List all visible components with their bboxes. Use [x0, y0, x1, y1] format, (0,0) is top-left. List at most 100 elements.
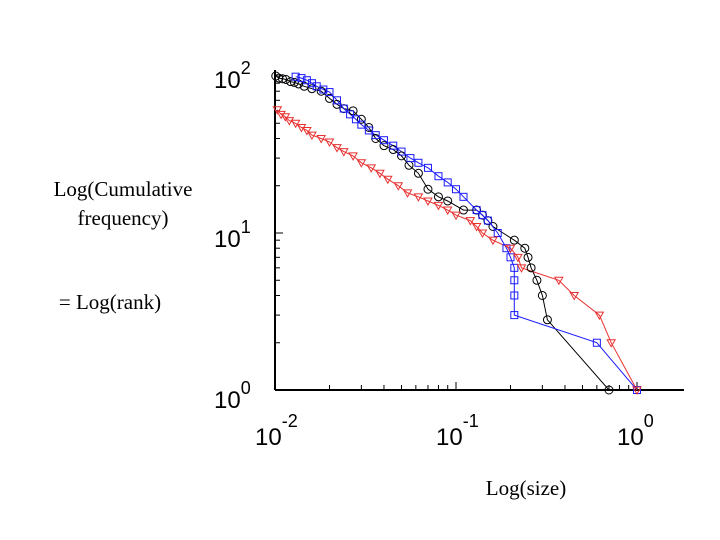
- triangle-marker: [433, 201, 444, 211]
- triangle-marker: [553, 276, 564, 286]
- square-marker: [302, 76, 311, 85]
- y-tick-label: 102: [214, 58, 251, 94]
- square-marker: [389, 141, 398, 150]
- square-marker: [397, 147, 406, 156]
- square-marker: [443, 178, 452, 187]
- square-marker: [346, 110, 355, 119]
- circle-marker: [542, 315, 552, 325]
- triangle-marker: [393, 182, 404, 191]
- triangles-line: [276, 109, 638, 391]
- y-axis-label-note: = Log(rank): [59, 290, 161, 314]
- triangle-marker: [316, 134, 327, 144]
- triangle-marker: [402, 189, 413, 198]
- y-tick-label: 101: [214, 217, 251, 253]
- y-axis-label-line-1: Log(Cumulative: [54, 177, 193, 201]
- triangle-marker: [276, 110, 286, 120]
- triangle-marker: [516, 264, 527, 273]
- square-marker: [452, 185, 460, 194]
- triangle-marker: [442, 206, 453, 216]
- triangle-marker: [606, 339, 617, 348]
- square-marker: [592, 338, 601, 347]
- circle-marker: [332, 99, 342, 109]
- circle-marker: [520, 243, 530, 253]
- square-marker: [510, 263, 519, 272]
- x-tick-label: 10-2: [255, 411, 298, 451]
- x-tick-label: 100: [617, 411, 654, 451]
- square-marker: [379, 136, 388, 145]
- triangle-marker: [465, 217, 476, 226]
- square-marker: [493, 229, 502, 237]
- square-marker: [510, 291, 519, 300]
- square-marker: [291, 72, 300, 81]
- triangle-marker: [324, 138, 335, 147]
- circle-marker: [458, 205, 468, 215]
- circle-marker: [423, 184, 433, 194]
- circle-marker: [289, 77, 299, 87]
- circle-marker: [274, 73, 284, 83]
- circles-line: [275, 75, 610, 391]
- triangle-marker: [284, 117, 295, 126]
- triangle-marker: [423, 197, 433, 206]
- square-marker: [478, 211, 487, 220]
- triangle-marker: [569, 291, 580, 301]
- square-marker: [357, 120, 366, 129]
- y-tick-label: 100: [214, 378, 251, 414]
- triangle-marker: [513, 253, 523, 263]
- square-marker: [434, 172, 443, 181]
- square-marker: [414, 158, 423, 167]
- circle-marker: [379, 141, 389, 151]
- square-marker: [325, 88, 334, 97]
- circle-marker: [537, 290, 547, 300]
- square-marker: [483, 216, 492, 225]
- square-marker: [351, 115, 360, 124]
- circle-marker: [413, 168, 423, 178]
- square-marker: [506, 253, 515, 262]
- square-marker: [339, 104, 348, 113]
- axis-labels: Log(Cumulative frequency) = Log(rank) Lo…: [54, 177, 567, 500]
- x-tick-label: 10-1: [436, 411, 479, 451]
- triangle-marker: [488, 236, 498, 246]
- triangle-marker: [332, 144, 342, 153]
- series-lines: [275, 75, 638, 391]
- triangle-marker: [382, 175, 393, 185]
- triangle-marker: [338, 148, 349, 157]
- y-axis-label-line-2: frequency): [78, 206, 169, 230]
- triangle-marker: [632, 386, 642, 396]
- square-marker: [371, 131, 380, 140]
- triangle-marker: [594, 311, 605, 321]
- circle-marker: [281, 74, 291, 84]
- circle-marker: [286, 77, 296, 87]
- triangle-marker: [272, 106, 283, 115]
- circle-marker: [488, 222, 498, 232]
- triangle-marker: [375, 169, 385, 179]
- triangle-marker: [356, 159, 367, 168]
- triangle-marker: [290, 119, 301, 129]
- triangle-marker: [302, 126, 312, 136]
- axes: 100 101 102 10-2 10-1 100: [214, 58, 684, 451]
- square-marker: [472, 206, 481, 215]
- circle-marker: [509, 235, 519, 245]
- circle-marker: [443, 196, 453, 206]
- triangle-marker: [413, 193, 424, 202]
- square-marker: [319, 85, 328, 94]
- triangle-marker: [471, 223, 482, 232]
- circle-marker: [316, 86, 326, 96]
- circle-marker: [532, 275, 542, 285]
- square-marker: [364, 126, 373, 135]
- square-marker: [459, 192, 468, 201]
- triangle-marker: [366, 164, 377, 173]
- squares-line: [295, 76, 638, 391]
- circle-marker: [397, 151, 407, 161]
- square-marker: [423, 163, 432, 172]
- circle-marker: [433, 192, 443, 202]
- square-marker: [332, 96, 341, 105]
- square-marker: [510, 276, 519, 285]
- circle-marker: [523, 252, 533, 262]
- triangle-marker: [505, 244, 516, 254]
- x-axis-label: Log(size): [486, 476, 566, 500]
- triangle-marker: [451, 211, 461, 221]
- circle-marker: [277, 74, 287, 84]
- circle-marker: [604, 385, 614, 395]
- series-markers: [271, 71, 642, 396]
